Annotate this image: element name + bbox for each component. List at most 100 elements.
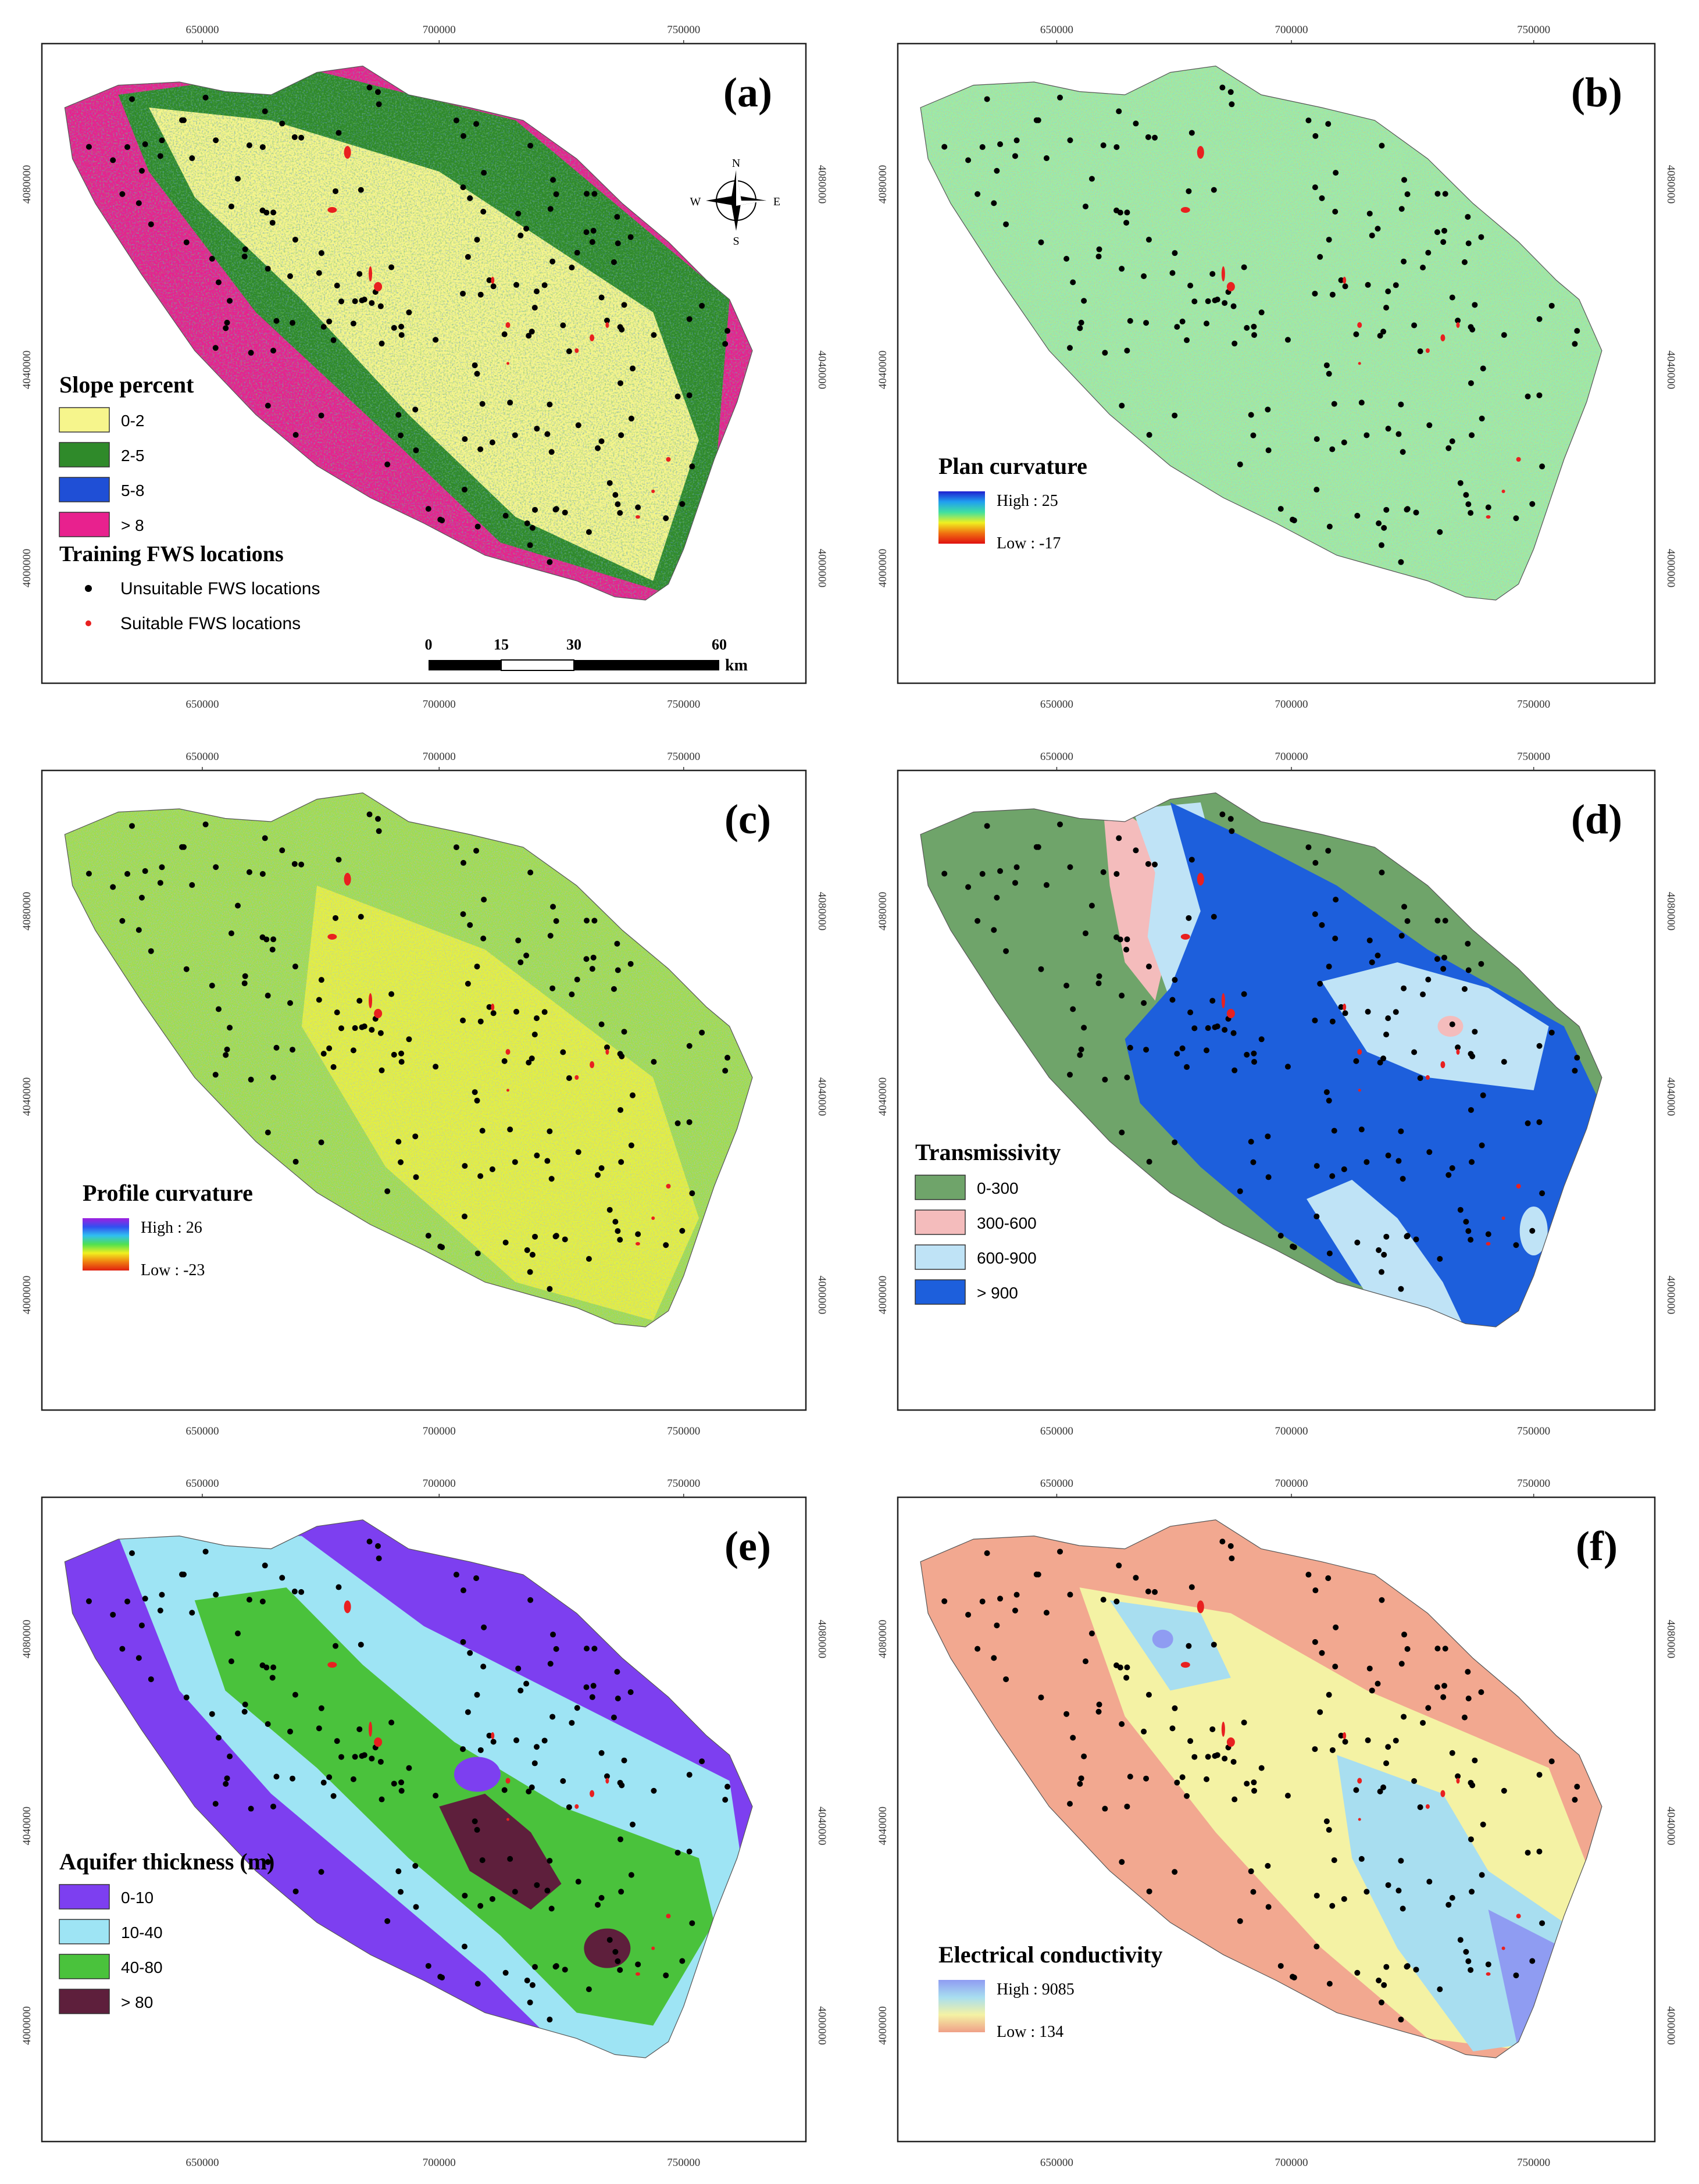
unsuitable-fws-point — [335, 857, 342, 863]
unsuitable-fws-point — [566, 1075, 572, 1082]
unsuitable-fws-point — [1214, 1752, 1220, 1758]
unsuitable-fws-point — [489, 1896, 495, 1902]
x-tick-label-top: 750000 — [667, 1478, 700, 1490]
unsuitable-fws-point — [486, 1732, 492, 1739]
suitable-fws-point — [1440, 1061, 1445, 1068]
unsuitable-fws-point — [611, 259, 617, 265]
unsuitable-fws-point — [531, 1032, 538, 1038]
unsuitable-fws-point — [1251, 1787, 1258, 1794]
unsuitable-fws-point — [461, 1214, 467, 1220]
unsuitable-fws-point — [1441, 954, 1448, 961]
unsuitable-fws-point — [1377, 1789, 1383, 1795]
unsuitable-fws-point — [1133, 1575, 1139, 1581]
unsuitable-fws-point — [1326, 1980, 1333, 1987]
suitable-fws-point — [1221, 993, 1225, 1008]
suitable-fws-point — [327, 1662, 337, 1668]
unsuitable-fws-point — [361, 1023, 367, 1030]
unsuitable-fws-point — [291, 1588, 298, 1594]
unsuitable-fws-point — [1013, 1591, 1020, 1598]
compass-needle-light — [736, 201, 766, 206]
unsuitable-fws-point — [398, 432, 404, 438]
unsuitable-fws-point — [699, 302, 705, 309]
unsuitable-fws-point — [473, 121, 480, 127]
y-tick-label-right: 4080000 — [1665, 165, 1677, 204]
unsuitable-fws-point — [548, 1905, 555, 1912]
unsuitable-fws-point — [1485, 504, 1491, 511]
unsuitable-fws-point — [1133, 847, 1139, 854]
unsuitable-fws-point — [1096, 246, 1102, 252]
unsuitable-fws-point — [583, 1646, 590, 1652]
suitable-legend-dot — [85, 620, 91, 626]
unsuitable-fws-point — [398, 323, 405, 330]
unsuitable-fws-point — [412, 1862, 419, 1869]
y-tick-label-right: 4080000 — [816, 165, 828, 204]
unsuitable-fws-point — [611, 986, 617, 992]
unsuitable-fws-point — [279, 120, 285, 127]
unsuitable-fws-point — [1404, 191, 1411, 198]
suitable-fws-point — [1425, 1804, 1430, 1809]
unsuitable-fws-point — [1312, 133, 1319, 139]
unsuitable-fws-point — [330, 1793, 337, 1799]
unsuitable-fws-point — [679, 501, 686, 507]
suitable-fws-point — [374, 1009, 383, 1018]
unsuitable-fws-point — [1145, 134, 1151, 140]
legend-swatch — [915, 1244, 966, 1270]
unsuitable-fws-point — [379, 340, 385, 347]
y-tick-label-left: 4080000 — [877, 892, 889, 931]
unsuitable-fws-point — [479, 1127, 486, 1134]
unsuitable-fws-point — [318, 1869, 324, 1875]
legend-label: > 80 — [121, 1993, 153, 2011]
suitable-fws-point — [1357, 322, 1362, 328]
unsuitable-fws-point — [376, 828, 382, 834]
unsuitable-fws-point — [262, 1562, 268, 1569]
unsuitable-fws-point — [1095, 254, 1102, 260]
unsuitable-fws-point — [1070, 1735, 1076, 1741]
unsuitable-fws-point — [1398, 401, 1404, 408]
scale-bar: 0 15 30 60 km — [425, 636, 748, 675]
unsuitable-fws-point — [1227, 1543, 1234, 1549]
unsuitable-fws-point — [138, 167, 145, 174]
unsuitable-fws-point — [590, 1683, 597, 1689]
x-tick-label-top: 650000 — [185, 751, 219, 763]
unsuitable-fws-point — [1485, 1231, 1491, 1237]
unsuitable-fws-point — [1312, 1639, 1318, 1645]
unsuitable-fws-point — [110, 884, 116, 890]
unsuitable-fws-point — [1172, 1705, 1178, 1711]
unsuitable-fws-point — [1179, 1774, 1186, 1780]
unsuitable-fws-point — [1341, 1166, 1347, 1172]
unsuitable-fws-point — [159, 864, 165, 870]
suitable-fws-point — [1440, 334, 1445, 341]
unsuitable-fws-point — [265, 1859, 271, 1865]
suitable-fws-point — [1501, 1946, 1505, 1950]
unsuitable-fws-point — [532, 506, 538, 513]
suitable-fws-point — [1456, 1049, 1460, 1055]
unsuitable-fws-point — [1381, 1251, 1387, 1258]
unsuitable-fws-point — [1227, 816, 1234, 822]
unsuitable-fws-point — [1457, 1207, 1464, 1213]
unsuitable-fws-point — [1067, 137, 1073, 144]
unsuitable-fws-point — [1536, 1772, 1543, 1778]
unsuitable-fws-point — [338, 1025, 345, 1032]
unsuitable-fws-point — [1417, 1075, 1423, 1082]
unsuitable-fws-point — [1326, 963, 1332, 970]
unsuitable-fws-point — [1102, 349, 1108, 356]
unsuitable-fws-point — [523, 226, 530, 232]
x-tick-label-bottom: 750000 — [667, 698, 700, 711]
unsuitable-fws-point — [1338, 1004, 1344, 1010]
unsuitable-fws-point — [618, 1889, 624, 1895]
x-tick-label-bottom: 750000 — [667, 2157, 700, 2169]
unsuitable-fws-point — [553, 1646, 559, 1652]
suitable-fws-point — [1357, 1049, 1362, 1055]
y-tick-label-right: 4000000 — [1665, 549, 1677, 588]
unsuitable-fws-point — [997, 141, 1004, 148]
unsuitable-fws-point — [395, 1868, 402, 1875]
unsuitable-fws-point — [1325, 848, 1332, 854]
unsuitable-fws-point — [159, 137, 165, 144]
unsuitable-fws-point — [1063, 1711, 1070, 1717]
unsuitable-fws-point — [292, 431, 299, 438]
unsuitable-fws-point — [1398, 206, 1405, 212]
unsuitable-fws-point — [1480, 1092, 1486, 1098]
unsuitable-fws-point — [1457, 1937, 1464, 1943]
unsuitable-fws-point — [526, 1059, 532, 1066]
unsuitable-fws-point — [1413, 1967, 1419, 1973]
